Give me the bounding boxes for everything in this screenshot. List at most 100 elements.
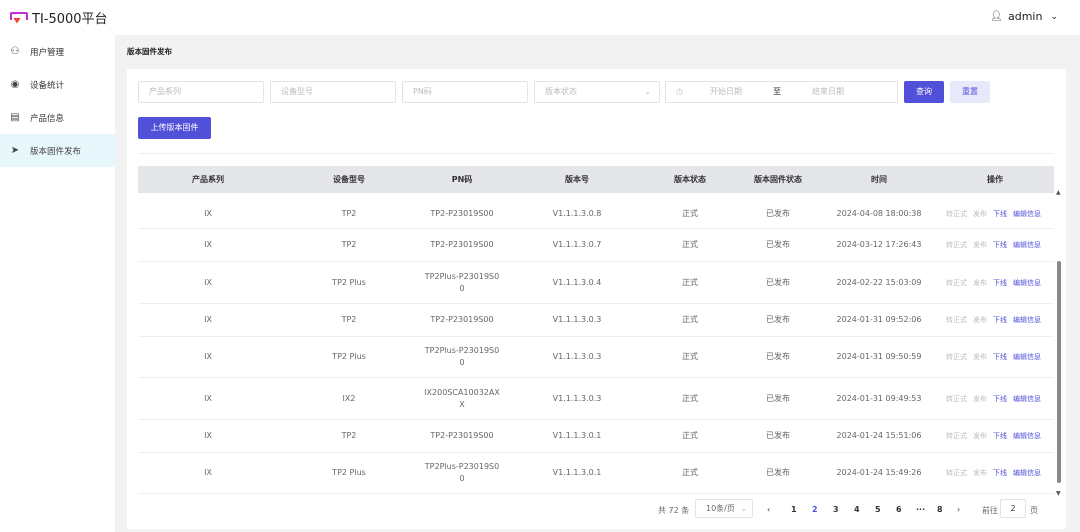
- column-header[interactable]: 产品系列: [192, 175, 224, 184]
- scroll-up-icon[interactable]: ▲: [1056, 189, 1061, 196]
- page-5[interactable]: 6: [896, 505, 902, 514]
- scroll-down-icon[interactable]: ▼: [1056, 490, 1061, 497]
- to-official-button[interactable]: 转正式: [946, 394, 967, 403]
- publish-button[interactable]: 发布: [973, 210, 987, 218]
- column-header[interactable]: 版本固件状态: [754, 175, 802, 184]
- product-series-input[interactable]: 产品系列: [138, 81, 264, 103]
- edit-info-button[interactable]: 编辑信息: [1013, 241, 1041, 249]
- sidebar-item-0[interactable]: ⚇ 用户管理: [0, 35, 115, 68]
- publish-button[interactable]: 发布: [973, 394, 987, 403]
- table-cell: 2024-01-31 09:52:06: [836, 315, 922, 324]
- table-cell: 2024-02-22 15:03:09: [836, 277, 922, 287]
- table-cell: IX200SCA10032AX X: [424, 387, 500, 409]
- page-size-select[interactable]: 10条/页 ⌄: [695, 499, 753, 518]
- edit-info-button[interactable]: 编辑信息: [1013, 353, 1041, 361]
- prev-page-button[interactable]: ‹: [767, 505, 771, 514]
- edit-info-button[interactable]: 编辑信息: [1013, 394, 1041, 403]
- offline-button[interactable]: 下线: [993, 394, 1007, 403]
- table-cell: 已发布: [766, 277, 790, 287]
- scrollbar-thumb[interactable]: [1057, 261, 1061, 483]
- page-3[interactable]: 4: [854, 505, 860, 514]
- edit-info-button[interactable]: 编辑信息: [1013, 278, 1041, 287]
- user-icon: ⚇: [10, 45, 20, 57]
- date-range-picker[interactable]: ◷ 开始日期 至 结束日期: [665, 81, 898, 103]
- device-model-input[interactable]: 设备型号: [270, 81, 396, 103]
- webcam-icon: ◉: [10, 78, 20, 90]
- to-official-button[interactable]: 转正式: [946, 210, 967, 218]
- publish-button[interactable]: 发布: [973, 432, 987, 440]
- query-button[interactable]: 查询: [904, 81, 944, 103]
- table-cell: V1.1.1.3.0.4: [552, 277, 602, 287]
- version-status-select[interactable]: 版本状态 ⌄: [534, 81, 660, 103]
- sidebar-item-label: 设备统计: [30, 80, 65, 91]
- column-header[interactable]: 版本号: [565, 175, 589, 184]
- table-cell: 2024-01-24 15:51:06: [836, 431, 922, 440]
- row-actions: 转正式 发布 下线 编辑信息: [946, 315, 1041, 325]
- sidebar: ⚇ 用户管理 ◉ 设备统计 ▤ 产品信息 ➤ 版本固件发布: [0, 35, 115, 532]
- offline-button[interactable]: 下线: [993, 316, 1007, 324]
- publish-button[interactable]: 发布: [973, 316, 987, 324]
- to-official-button[interactable]: 转正式: [946, 241, 967, 249]
- publish-button[interactable]: 发布: [973, 469, 987, 477]
- sidebar-item-label: 用户管理: [30, 47, 65, 58]
- clipboard-icon: ▤: [10, 111, 20, 123]
- goto-page-input[interactable]: 2: [1000, 499, 1026, 518]
- sidebar-item-2[interactable]: ▤ 产品信息: [0, 101, 115, 134]
- page-7[interactable]: 8: [937, 505, 943, 514]
- header: TI-5000平台 👤︎ admin ⌄: [0, 0, 1080, 35]
- offline-button[interactable]: 下线: [993, 241, 1007, 249]
- to-official-button[interactable]: 转正式: [946, 278, 967, 287]
- sidebar-item-3[interactable]: ➤ 版本固件发布: [0, 134, 115, 167]
- next-page-button[interactable]: ›: [957, 505, 961, 514]
- table-row: IX TP2 TP2-P23019S00 V1.1.1.3.0.7 正式 已发布 2024-…: [138, 229, 1054, 262]
- page-6[interactable]: ···: [916, 505, 926, 514]
- table-cell: 正式: [682, 393, 698, 403]
- to-official-button[interactable]: 转正式: [946, 353, 967, 361]
- column-header[interactable]: 时间: [871, 175, 887, 184]
- table-row: IX TP2 TP2-P23019S00 V1.1.1.3.0.3 正式 已发布 2024-…: [138, 304, 1054, 337]
- column-header[interactable]: 操作: [987, 175, 1003, 184]
- row-actions: 转正式 发布 下线 编辑信息: [946, 394, 1041, 404]
- table-cell: TP2: [341, 315, 357, 324]
- page-1[interactable]: 2: [812, 505, 818, 514]
- offline-button[interactable]: 下线: [993, 278, 1007, 287]
- column-header[interactable]: 版本状态: [674, 175, 706, 184]
- offline-button[interactable]: 下线: [993, 210, 1007, 218]
- publish-button[interactable]: 发布: [973, 353, 987, 361]
- to-official-button[interactable]: 转正式: [946, 432, 967, 440]
- to-official-button[interactable]: 转正式: [946, 469, 967, 477]
- offline-button[interactable]: 下线: [993, 469, 1007, 477]
- table-cell: TP2-P23019S00: [430, 431, 494, 440]
- offline-button[interactable]: 下线: [993, 353, 1007, 361]
- offline-button[interactable]: 下线: [993, 432, 1007, 440]
- table-cell: 2024-01-31 09:49:53: [836, 393, 922, 403]
- edit-info-button[interactable]: 编辑信息: [1013, 210, 1041, 218]
- row-actions: 转正式 发布 下线 编辑信息: [946, 431, 1041, 441]
- scrollbar[interactable]: ▲ ▼: [1056, 189, 1062, 497]
- row-actions: 转正式 发布 下线 编辑信息: [946, 278, 1041, 288]
- reset-button[interactable]: 重置: [950, 81, 990, 103]
- table-cell: TP2 Plus: [332, 352, 366, 361]
- table-row: IX TP2 Plus TP2Plus-P23019S0 0 V1.1.1.3.0.3…: [138, 337, 1054, 378]
- column-header[interactable]: PN码: [451, 175, 473, 184]
- edit-info-button[interactable]: 编辑信息: [1013, 432, 1041, 440]
- edit-info-button[interactable]: 编辑信息: [1013, 316, 1041, 324]
- user-menu[interactable]: 👤︎ admin ⌄: [990, 10, 1058, 23]
- table-cell: IX: [204, 277, 212, 287]
- pn-input[interactable]: PN码: [402, 81, 528, 103]
- publish-button[interactable]: 发布: [973, 241, 987, 249]
- table-cell: 2024-01-24 15:49:26: [836, 468, 922, 477]
- table-cell: 已发布: [766, 240, 790, 249]
- publish-button[interactable]: 发布: [973, 278, 987, 287]
- page-4[interactable]: 5: [875, 505, 881, 514]
- table-row: IX TP2 TP2-P23019S00 V1.1.1.3.0.1 正式 已发布 2024-…: [138, 420, 1054, 453]
- page-2[interactable]: 3: [833, 505, 839, 514]
- edit-info-button[interactable]: 编辑信息: [1013, 469, 1041, 477]
- column-header[interactable]: 设备型号: [333, 175, 365, 184]
- table-row: IX IX2 IX200SCA10032AX X V1.1.1.3.0.3 正式 已发布 2…: [138, 378, 1054, 420]
- to-official-button[interactable]: 转正式: [946, 316, 967, 324]
- sidebar-item-1[interactable]: ◉ 设备统计: [0, 68, 115, 101]
- upload-firmware-button[interactable]: 上传版本固件: [138, 117, 211, 139]
- table-cell: TP2: [341, 209, 357, 218]
- page-0[interactable]: 1: [791, 505, 797, 514]
